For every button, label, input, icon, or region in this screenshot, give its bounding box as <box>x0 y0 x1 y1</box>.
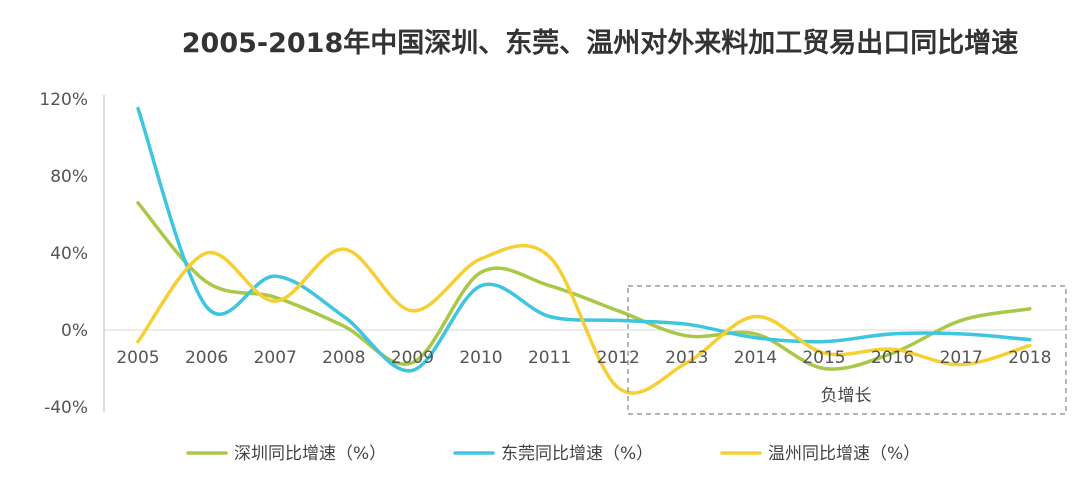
x-tick-label: 2009 <box>391 348 434 368</box>
x-tick-label: 2014 <box>734 348 777 368</box>
x-tick-label: 2013 <box>665 348 708 368</box>
x-tick-label: 2016 <box>871 348 914 368</box>
chart-title: 2005-2018年中国深圳、东莞、温州对外来料加工贸易出口同比增速 <box>182 27 1019 59</box>
y-tick-label: 120% <box>39 90 88 110</box>
x-tick-label: 2006 <box>185 348 228 368</box>
y-tick-label: 80% <box>50 167 88 187</box>
y-axis-ticks: 120% 80% 40% 0% -40% <box>39 90 88 418</box>
negative-growth-box <box>627 285 1067 415</box>
y-tick-label: -40% <box>44 398 88 418</box>
legend-label-0: 深圳同比增速（%） <box>234 444 386 464</box>
x-axis-ticks: 2005 2006 2007 2008 2009 2010 2011 2012 2013 2014… <box>116 348 1051 368</box>
x-tick-label: 2012 <box>597 348 640 368</box>
series-line-1 <box>136 106 1032 373</box>
x-tick-label: 2005 <box>116 348 159 368</box>
series-line-2 <box>136 243 1032 395</box>
legend-label-1: 东莞同比增速（%） <box>501 444 653 464</box>
x-tick-label: 2015 <box>802 348 845 368</box>
series-layer <box>136 106 1032 395</box>
x-tick-label: 2007 <box>254 348 297 368</box>
x-tick-label: 2018 <box>1008 348 1051 368</box>
y-tick-label: 40% <box>50 244 88 264</box>
negative-growth-label: 负增长 <box>821 386 872 406</box>
y-tick-label: 0% <box>61 321 88 341</box>
x-tick-label: 2017 <box>940 348 983 368</box>
series-line-0 <box>136 201 1032 371</box>
legend-label-2: 温州同比增速（%） <box>768 444 920 464</box>
x-tick-label: 2010 <box>459 348 502 368</box>
legend: 深圳同比增速（%） 东莞同比增速（%） 温州同比增速（%） <box>186 444 920 464</box>
x-tick-label: 2011 <box>528 348 571 368</box>
x-tick-label: 2008 <box>322 348 365 368</box>
